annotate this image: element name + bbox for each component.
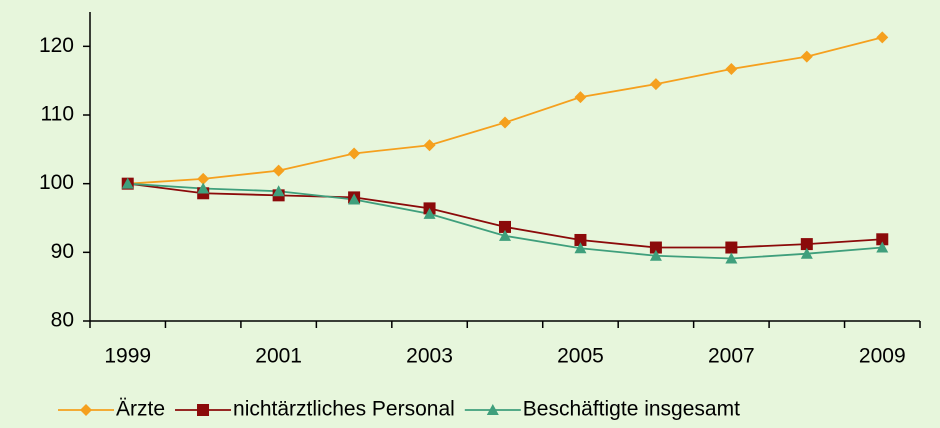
y-tick-label: 120 — [39, 34, 74, 57]
marker — [423, 139, 436, 152]
marker — [499, 229, 511, 241]
marker — [649, 241, 662, 254]
marker — [725, 241, 738, 254]
x-tick-label: 2005 — [557, 345, 604, 368]
marker — [486, 404, 499, 415]
marker — [876, 233, 889, 246]
y-tick-label: 100 — [39, 171, 74, 194]
x-tick-label: 2003 — [406, 345, 453, 368]
marker — [272, 164, 285, 177]
marker — [197, 172, 210, 185]
x-tick-label: 2001 — [255, 345, 302, 368]
x-tick-label: 2009 — [859, 345, 906, 368]
y-tick-label: 110 — [41, 103, 74, 126]
x-tick-label: 1999 — [104, 345, 151, 368]
marker — [649, 78, 662, 91]
marker — [800, 238, 813, 251]
marker — [423, 207, 436, 219]
x-tick-label: 2007 — [708, 345, 755, 368]
legend-label: Ärzte — [116, 398, 165, 421]
marker — [80, 404, 92, 416]
marker — [499, 220, 511, 233]
marker — [800, 50, 813, 63]
marker — [121, 177, 134, 189]
y-tick-label: 80 — [51, 309, 74, 332]
marker — [197, 182, 210, 194]
marker — [574, 242, 587, 254]
marker — [725, 252, 738, 264]
marker — [574, 91, 587, 104]
marker — [649, 249, 662, 261]
marker — [197, 404, 210, 416]
marker — [574, 233, 587, 246]
marker — [800, 247, 813, 259]
marker — [725, 62, 738, 75]
marker — [348, 147, 361, 160]
marker — [876, 31, 889, 44]
y-tick-label: 90 — [51, 240, 74, 263]
legend-label: Beschäftigte insgesamt — [523, 398, 740, 421]
legend-label: nichtärztliches Personal — [233, 398, 455, 421]
marker — [348, 193, 361, 205]
marker — [499, 116, 511, 129]
marker — [272, 185, 285, 197]
marker — [876, 241, 889, 253]
